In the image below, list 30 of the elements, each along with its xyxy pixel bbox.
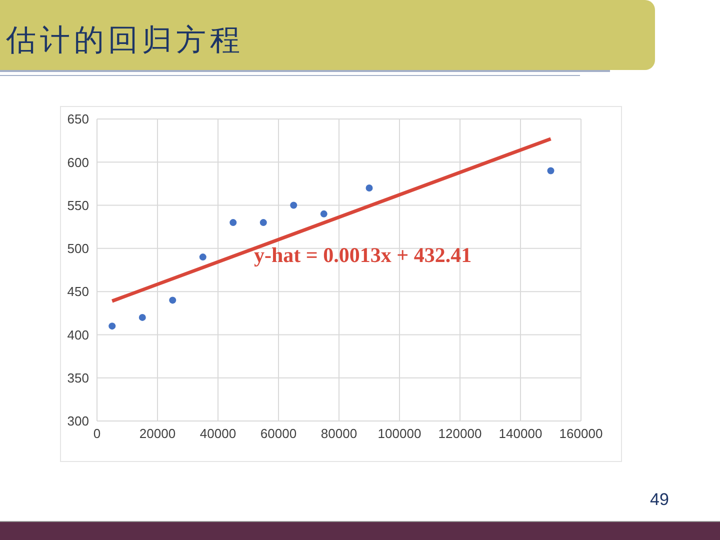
point <box>260 219 267 226</box>
text: 49 <box>650 490 669 510</box>
x-tick-label: 100000 <box>378 426 422 442</box>
y-tick-label: 650 <box>67 112 89 127</box>
x-tick-label: 80000 <box>320 426 358 442</box>
y-tick-label: 450 <box>67 284 89 300</box>
x-tick-label: 120000 <box>438 426 482 442</box>
y-tick-label: 350 <box>67 370 89 386</box>
x-tick-label: 20000 <box>139 426 176 442</box>
point <box>230 219 237 226</box>
x-tick-label: 40000 <box>200 426 236 442</box>
annotation: y-hat = 0.0013x + 432.41 <box>254 243 472 268</box>
point <box>547 167 554 174</box>
x-tick-label: 60000 <box>260 426 297 442</box>
point <box>366 184 373 192</box>
x-tick-label: 160000 <box>559 426 603 442</box>
point <box>290 202 298 209</box>
x-tick-label: 140000 <box>498 426 542 442</box>
point <box>108 322 116 330</box>
y-tick-label: 400 <box>67 327 89 342</box>
point <box>169 296 176 304</box>
point <box>138 314 146 321</box>
x-tick-label: 0 <box>93 426 101 442</box>
y-tick-label: 600 <box>67 154 89 170</box>
point <box>320 210 328 218</box>
chart-title: 估计的回归方程 <box>6 22 244 60</box>
y-tick-label: 300 <box>67 414 89 429</box>
y-tick-label: 550 <box>67 198 89 213</box>
y-tick-label: 500 <box>67 241 89 256</box>
point <box>199 254 206 261</box>
